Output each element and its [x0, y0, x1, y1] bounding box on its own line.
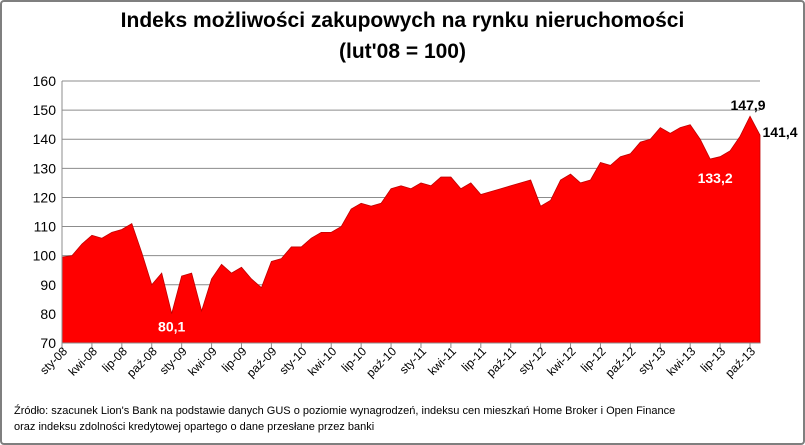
- x-tick-label: sty-09: [157, 344, 190, 377]
- x-tick-label: paź-10: [363, 344, 399, 380]
- x-tick-label: paź-12: [603, 344, 639, 380]
- source-note-line-1: Źródło: szacunek Lion's Bank na podstawi…: [14, 405, 676, 417]
- x-tick-label: sty-13: [635, 344, 668, 377]
- x-tick-label: sty-11: [397, 344, 430, 377]
- y-tick-label: 90: [40, 277, 56, 293]
- x-tick-label: paź-08: [124, 344, 160, 380]
- series-area: [61, 115, 761, 344]
- y-tick-label: 160: [33, 73, 57, 89]
- data-label: 80,1: [158, 319, 185, 335]
- chart-subtitle: (lut'08 = 100): [339, 40, 466, 63]
- x-tick-label: kwi-10: [305, 344, 340, 379]
- y-tick-label: 110: [34, 219, 57, 235]
- x-tick-label: kwi-13: [664, 344, 699, 379]
- y-tick-label: 120: [33, 189, 57, 205]
- x-tick-label: kwi-11: [425, 344, 459, 378]
- y-tick-label: 80: [40, 306, 56, 322]
- axes: [61, 81, 760, 344]
- x-tick-label: kwi-12: [544, 344, 579, 379]
- x-tick-label: paź-13: [722, 344, 758, 380]
- x-tick-label: sty-12: [516, 344, 549, 377]
- data-labels: 80,1 133,2 147,9 141,4: [158, 97, 798, 334]
- chart-title: Indeks możliwości zakupowych na rynku ni…: [120, 9, 685, 32]
- data-label: 147,9: [731, 97, 766, 113]
- y-tick-label: 140: [33, 131, 57, 147]
- data-label: 133,2: [698, 170, 733, 186]
- x-tick-label: sty-10: [276, 344, 309, 377]
- y-axis-ticks: 70 80 90 100 110 120 130 140 150 160: [33, 73, 57, 351]
- x-tick-label: kwi-08: [66, 344, 101, 379]
- y-tick-label: 70: [40, 335, 56, 351]
- y-tick-label: 150: [33, 102, 57, 118]
- x-tick-label: paź-09: [244, 344, 280, 380]
- y-tick-label: 100: [33, 248, 57, 264]
- x-tick-label: kwi-09: [185, 344, 220, 379]
- data-area: [61, 115, 761, 344]
- x-tick-label: paź-11: [484, 344, 519, 379]
- data-label: 141,4: [762, 124, 797, 140]
- source-note-line-2: oraz indeksu zdolności kredytowej oparte…: [14, 421, 375, 433]
- y-tick-label: 130: [33, 160, 57, 176]
